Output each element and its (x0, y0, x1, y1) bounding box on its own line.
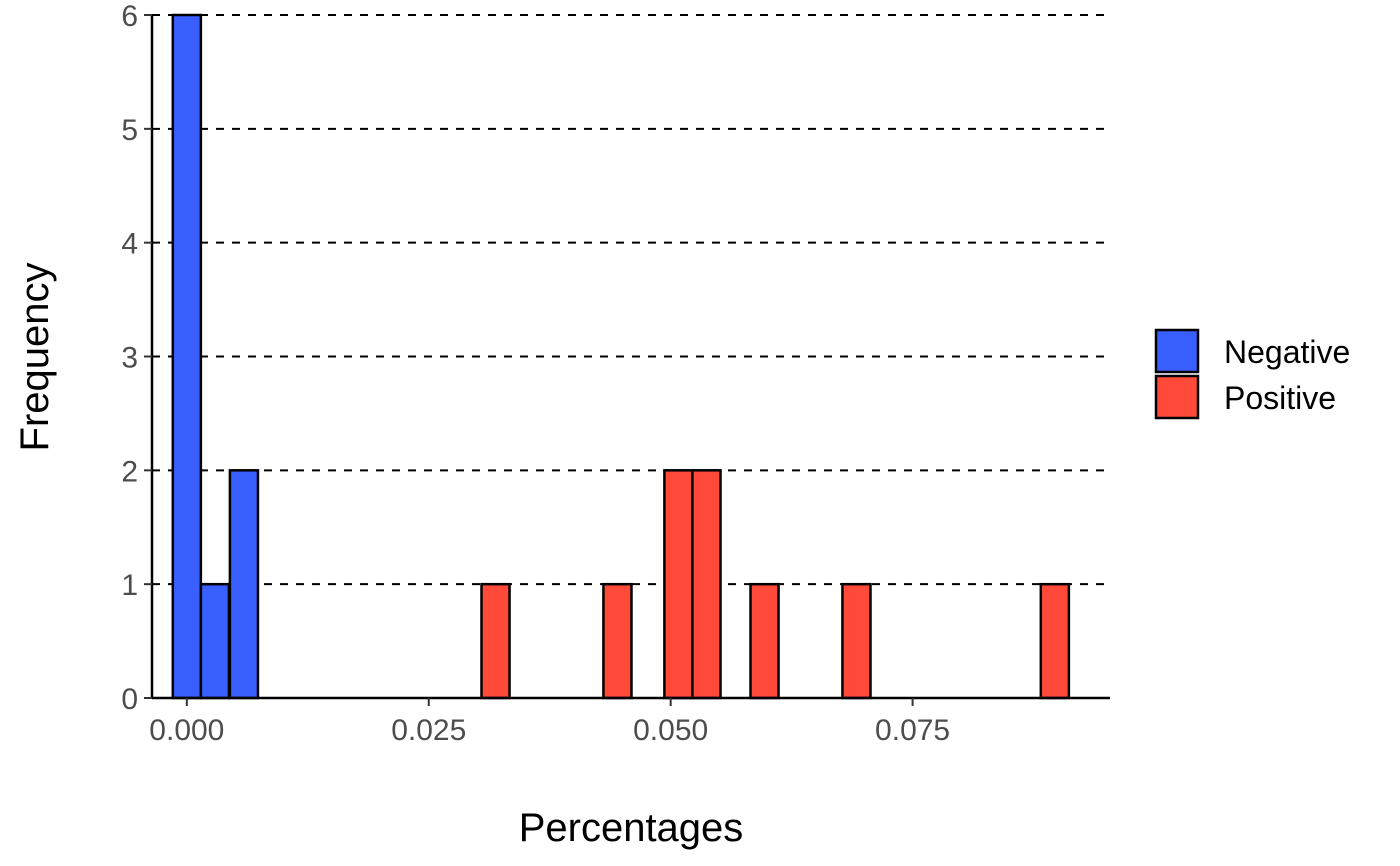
bar-positive-5 (749, 582, 780, 700)
y-tick-label-1: 1 (121, 569, 138, 602)
legend-key-positive (1154, 374, 1200, 420)
y-tick-label-6: 6 (121, 0, 138, 33)
bar-negative-1 (171, 13, 203, 700)
y-axis-title: Frequency (13, 263, 57, 452)
y-tick-label-0: 0 (121, 683, 138, 716)
x-tick-label-2: 0.050 (633, 714, 708, 747)
bar-positive-4 (691, 469, 722, 700)
grid-lines (152, 14, 1110, 586)
y-tick-label-4: 4 (121, 228, 138, 261)
ticks: 0 1 2 3 4 5 6 0.000 0.025 0.050 0.075 (121, 0, 950, 747)
x-tick-label-3: 0.075 (875, 714, 950, 747)
y-tick-label-3: 3 (121, 342, 138, 375)
legend: Negative Positive (1154, 328, 1350, 420)
bar-positive-3 (663, 469, 694, 700)
bar-positive-7 (1039, 582, 1071, 700)
bar-positive-2 (602, 582, 633, 700)
y-tick-label-5: 5 (121, 114, 138, 147)
x-axis-title: Percentages (519, 806, 744, 850)
bars (171, 13, 1071, 700)
legend-label-negative: Negative (1224, 334, 1350, 370)
legend-key-negative (1154, 328, 1200, 374)
legend-label-positive: Positive (1224, 380, 1336, 416)
y-tick-label-2: 2 (121, 455, 138, 488)
bar-positive-6 (841, 582, 872, 700)
x-tick-label-1: 0.025 (391, 714, 466, 747)
bar-negative-3 (228, 469, 260, 700)
x-tick-label-0: 0.000 (149, 714, 224, 747)
bar-negative-2 (199, 582, 231, 700)
bar-positive-1 (480, 582, 511, 700)
